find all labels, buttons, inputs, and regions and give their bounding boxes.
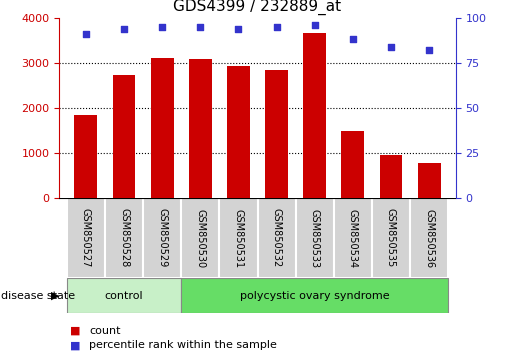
- Text: GSM850531: GSM850531: [233, 209, 244, 268]
- Point: [425, 47, 433, 53]
- Point: [311, 22, 319, 28]
- Bar: [258, 198, 296, 278]
- Text: disease state: disease state: [1, 291, 75, 301]
- Text: GSM850535: GSM850535: [386, 209, 396, 268]
- Bar: [380, 155, 402, 198]
- Bar: [418, 162, 440, 198]
- Title: GDS4399 / 232889_at: GDS4399 / 232889_at: [174, 0, 341, 15]
- Text: GSM850530: GSM850530: [195, 209, 205, 268]
- Text: control: control: [105, 291, 143, 301]
- Point: [158, 24, 166, 29]
- Bar: [181, 278, 448, 313]
- Text: count: count: [89, 326, 121, 336]
- Bar: [189, 59, 212, 198]
- Bar: [227, 67, 250, 198]
- Text: GSM850532: GSM850532: [271, 209, 282, 268]
- Bar: [372, 198, 410, 278]
- Bar: [143, 198, 181, 278]
- Text: ■: ■: [70, 326, 80, 336]
- Text: GSM850533: GSM850533: [310, 209, 320, 268]
- Bar: [410, 198, 448, 278]
- Text: polycystic ovary syndrome: polycystic ovary syndrome: [240, 291, 389, 301]
- Bar: [341, 131, 364, 198]
- Bar: [181, 198, 219, 278]
- Bar: [296, 198, 334, 278]
- Point: [387, 44, 395, 50]
- Text: GSM850534: GSM850534: [348, 209, 358, 268]
- Text: percentile rank within the sample: percentile rank within the sample: [89, 340, 277, 350]
- Point: [120, 26, 128, 32]
- Bar: [75, 115, 97, 198]
- Text: ■: ■: [70, 340, 80, 350]
- Point: [196, 24, 204, 29]
- Bar: [303, 34, 326, 198]
- Point: [349, 36, 357, 42]
- Bar: [67, 278, 181, 313]
- Bar: [219, 198, 258, 278]
- Bar: [151, 58, 174, 198]
- Bar: [105, 198, 143, 278]
- Text: GSM850529: GSM850529: [157, 209, 167, 268]
- Text: GSM850528: GSM850528: [119, 209, 129, 268]
- Point: [82, 31, 90, 37]
- Bar: [113, 75, 135, 198]
- Text: GSM850536: GSM850536: [424, 209, 434, 268]
- Bar: [265, 70, 288, 198]
- Point: [272, 24, 281, 29]
- Text: GSM850527: GSM850527: [81, 209, 91, 268]
- Bar: [67, 198, 105, 278]
- Point: [234, 26, 243, 32]
- Text: ▶: ▶: [50, 291, 59, 301]
- Bar: [334, 198, 372, 278]
